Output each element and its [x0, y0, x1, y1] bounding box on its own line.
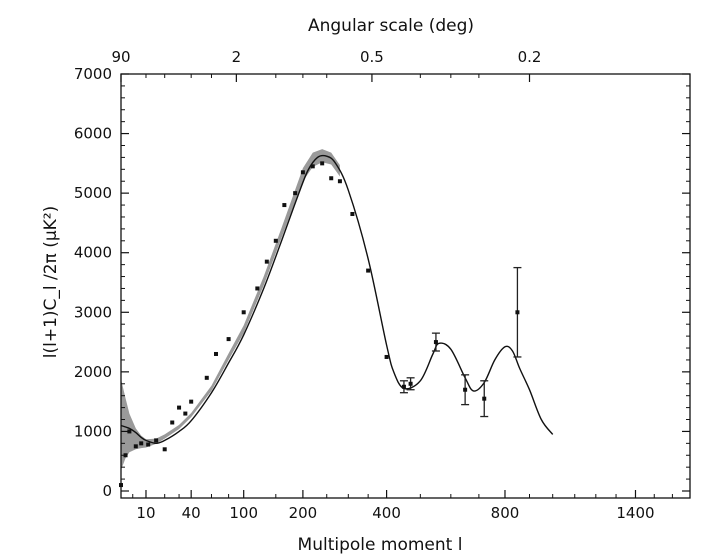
top-axis-title: Angular scale (deg) [308, 16, 474, 36]
x-axis-title: Multipole moment l [298, 535, 463, 555]
data-point [300, 170, 305, 175]
x-tick-label: 1400 [616, 504, 654, 522]
data-point [310, 164, 315, 169]
data-point [170, 420, 175, 425]
data-point [264, 259, 269, 264]
data-point [255, 286, 260, 291]
data-points-layer [119, 161, 522, 488]
x-tick-label: 100 [229, 504, 258, 522]
data-point [337, 179, 342, 184]
data-point [189, 399, 194, 404]
x-tick-label: 400 [372, 504, 401, 522]
top-axis-tick-label: 2 [232, 48, 242, 66]
data-point [183, 411, 188, 416]
data-point [384, 354, 389, 359]
y-tick-label: 6000 [74, 125, 112, 143]
data-point [320, 161, 325, 166]
data-point [214, 351, 219, 356]
data-point [366, 268, 371, 273]
top-axis-tick-label: 0.5 [360, 48, 384, 66]
model-curve-line [120, 154, 554, 445]
data-point [463, 387, 468, 392]
x-tick-label: 10 [136, 504, 155, 522]
y-tick-label: 5000 [74, 184, 112, 202]
data-point [273, 238, 278, 243]
plot-frame [120, 73, 691, 499]
data-point [515, 310, 520, 315]
data-point [350, 211, 355, 216]
data-point [154, 438, 159, 443]
x-tick-label: 40 [182, 504, 201, 522]
x-tick-label: 200 [289, 504, 318, 522]
axis-ticks-layer: 0 1000 2000 3000 4000 5000 6000 7000 10 40 100 200 4… [74, 48, 690, 522]
y-tick-label: 4000 [74, 244, 112, 262]
data-point [127, 429, 132, 434]
data-point [401, 384, 406, 389]
data-point [139, 441, 144, 446]
y-tick-label: 7000 [74, 65, 112, 83]
data-point [482, 396, 487, 401]
data-point [433, 340, 438, 345]
top-axis-tick-label: 90 [111, 48, 130, 66]
x-tick-label: 800 [491, 504, 520, 522]
data-point [293, 191, 298, 196]
y-axis-title: l(l+1)C_l /2π (μK²) [41, 206, 61, 359]
data-point [204, 375, 209, 380]
model-curve-layer [120, 154, 554, 445]
data-point [162, 447, 167, 452]
data-point [241, 310, 246, 315]
data-point [146, 442, 151, 447]
data-point [123, 453, 128, 458]
data-point [177, 405, 182, 410]
data-point [133, 444, 138, 449]
top-axis-tick-label: 0.2 [518, 48, 542, 66]
data-point [282, 203, 287, 208]
y-tick-label: 1000 [74, 422, 112, 440]
y-tick-label: 2000 [74, 363, 112, 381]
data-point [408, 381, 413, 386]
data-point [226, 337, 231, 342]
data-point [329, 176, 334, 181]
y-tick-label: 3000 [74, 303, 112, 321]
y-tick-label: 0 [102, 482, 112, 500]
